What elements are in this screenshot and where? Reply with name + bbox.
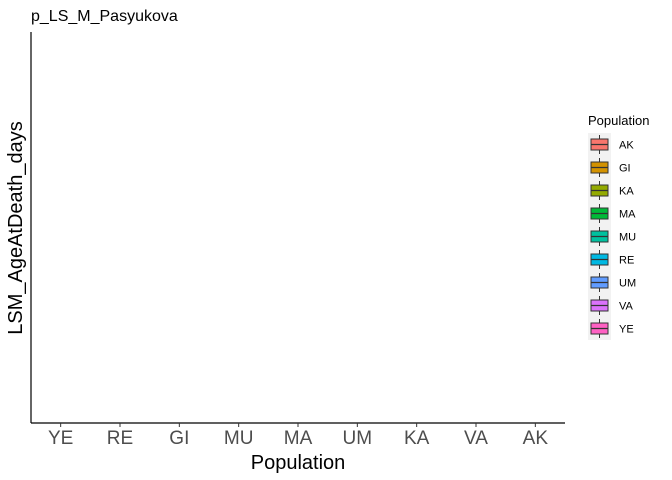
legend-entry-ak: AK (588, 133, 634, 156)
legend-label: VA (619, 301, 634, 313)
legend-label: AK (619, 140, 634, 152)
legend-entry-ka: KA (588, 179, 634, 202)
x-tick-label-ak: AK (523, 428, 549, 449)
x-tick-label-gi: GI (169, 428, 189, 449)
legend-entry-ye: YE (588, 317, 634, 340)
chart-title: p_LS_M_Pasyukova (31, 8, 178, 25)
x-tick-label-va: VA (464, 428, 488, 449)
legend-label: MU (619, 232, 636, 244)
x-axis-ticks: YE RE GI MU MA UM KA VA AK (48, 423, 548, 449)
x-tick-label-mu: MU (224, 428, 254, 449)
legend-entry-va: VA (588, 294, 634, 317)
y-axis-title: LSM_AgeAtDeath_days (5, 121, 27, 334)
legend-title: Population (588, 113, 649, 128)
legend-entry-re: RE (588, 248, 634, 271)
legend-entry-gi: GI (588, 156, 631, 179)
x-tick-label-ma: MA (284, 428, 313, 449)
legend-label: MA (619, 209, 636, 221)
legend-label: GI (619, 163, 631, 175)
legend-label: YE (619, 324, 634, 336)
legend-label: KA (619, 186, 634, 198)
x-tick-label-ka: KA (404, 428, 430, 449)
plot-panel (30, 32, 565, 424)
legend-entry-mu: MU (588, 225, 636, 248)
legend-entry-um: UM (588, 271, 636, 294)
legend-entry-ma: MA (588, 202, 636, 225)
legend-label: UM (619, 278, 636, 290)
legend: Population AK GI KA MA MU RE UM VA YE (588, 113, 649, 340)
x-tick-label-ye: YE (48, 428, 73, 449)
legend-label: RE (619, 255, 634, 267)
x-tick-label-re: RE (107, 428, 133, 449)
x-axis-title: Population (251, 452, 346, 474)
x-tick-label-um: UM (343, 428, 373, 449)
